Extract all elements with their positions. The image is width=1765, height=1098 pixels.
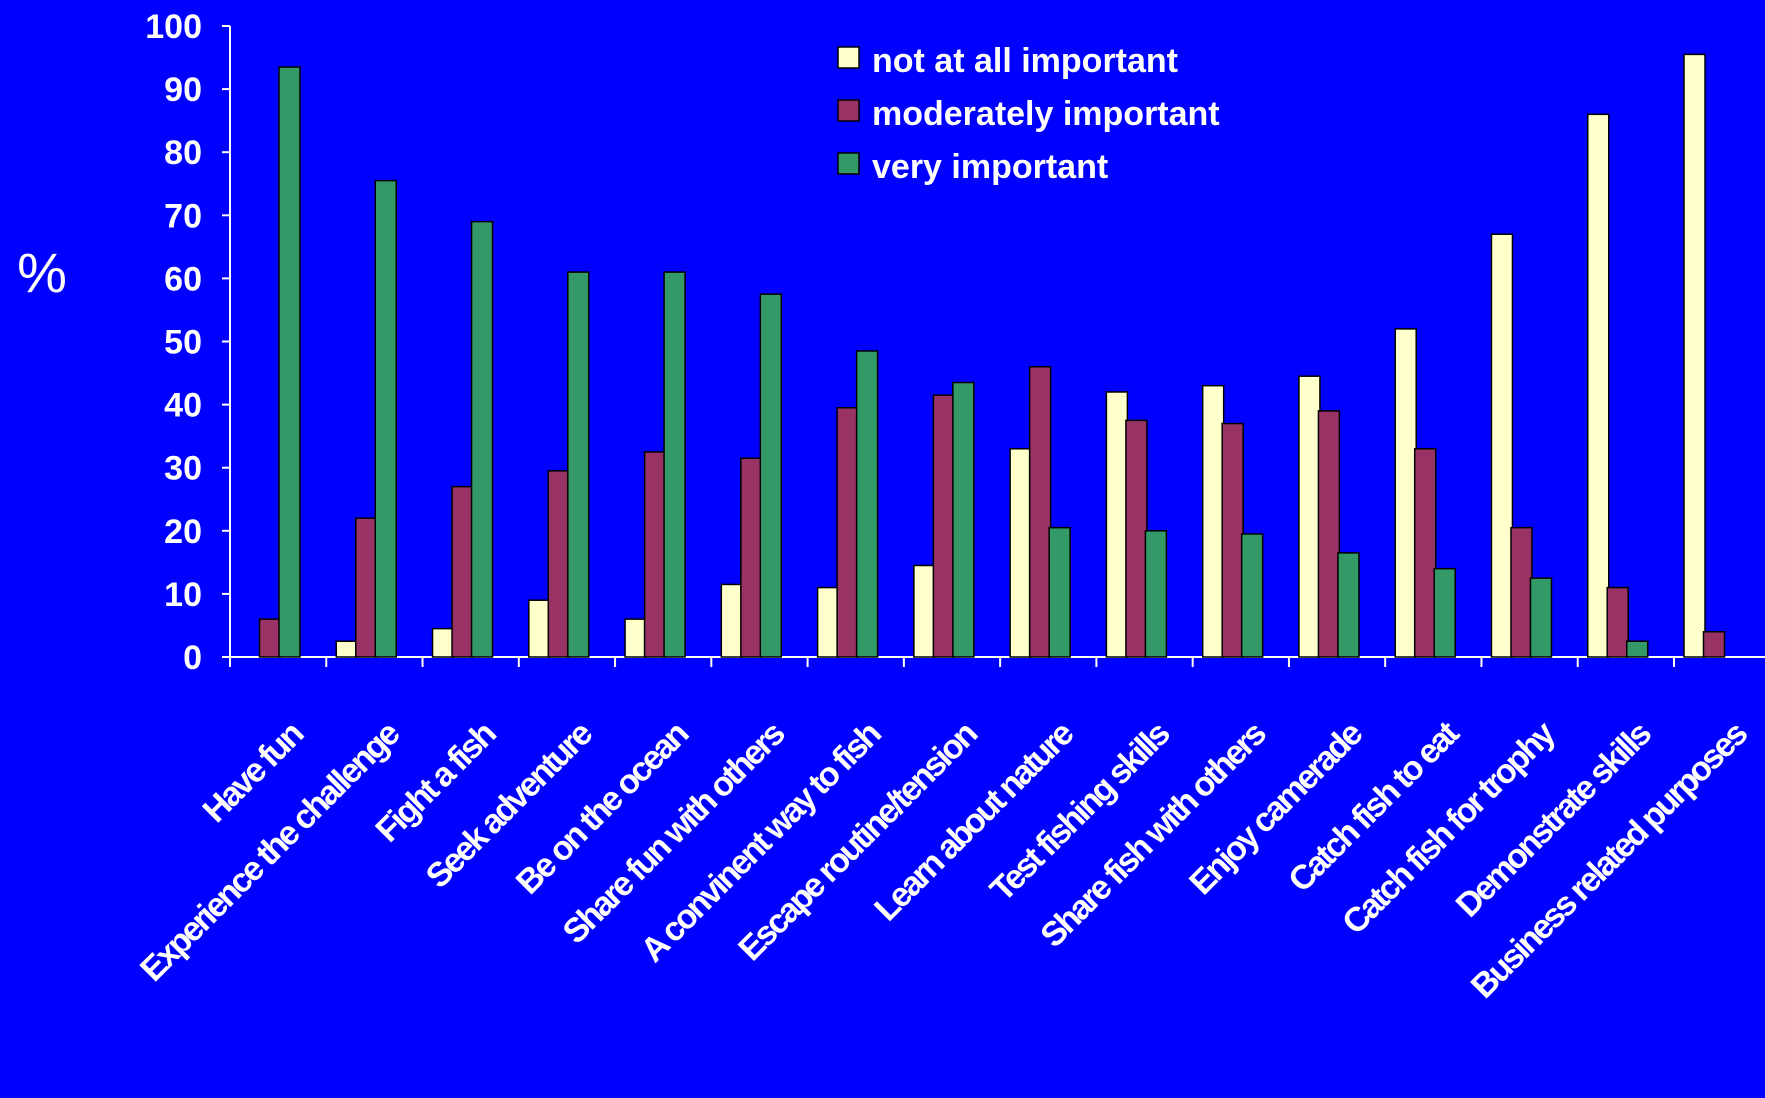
bar-1-4 [528, 599, 551, 658]
legend-swatch-2 [837, 99, 860, 122]
y-tick-label: 20 [164, 513, 202, 551]
bar-3-13 [1433, 567, 1456, 658]
y-tick-label: 10 [164, 576, 202, 614]
bar-1-8 [913, 564, 936, 658]
bar-2-13 [1413, 448, 1437, 658]
bar-3-7 [855, 350, 879, 658]
bar-1-3 [431, 627, 455, 658]
x-category-label: Seek adventure [419, 715, 600, 896]
legend-label-1: not at all important [872, 42, 1178, 80]
legend-label-2: moderately important [872, 95, 1220, 133]
bar-1-9 [1009, 448, 1032, 658]
y-tick-label: 30 [164, 450, 202, 488]
bar-2-11 [1221, 422, 1244, 658]
y-tick-label: 90 [164, 71, 202, 109]
bar-3-11 [1240, 533, 1264, 658]
bar-3-15 [1625, 640, 1649, 658]
y-tick-label: 40 [164, 387, 202, 425]
bar-2-9 [1028, 365, 1052, 658]
bar-3-2 [374, 179, 398, 658]
bar-1-2 [335, 640, 359, 658]
legend-swatch-1 [837, 46, 860, 69]
bar-3-12 [1337, 552, 1360, 658]
legend-swatch-3 [837, 152, 860, 175]
bar-3-10 [1144, 530, 1168, 658]
bar-1-5 [624, 618, 647, 658]
y-tick-label: 50 [164, 324, 202, 362]
bar-1-14 [1490, 233, 1514, 658]
bar-2-10 [1125, 419, 1148, 658]
bar-2-6 [740, 457, 763, 658]
bar-1-15 [1586, 113, 1610, 658]
bar-3-4 [567, 271, 590, 658]
y-tick-label: 70 [164, 197, 202, 235]
y-axis-label: % [17, 241, 67, 304]
bar-1-6 [720, 583, 744, 658]
bar-3-9 [1048, 526, 1071, 658]
bar-2-1 [258, 618, 282, 658]
bar-1-11 [1201, 384, 1225, 658]
bar-3-3 [470, 220, 494, 658]
x-category-label: Be on the ocean [509, 715, 696, 902]
bar-2-12 [1317, 410, 1341, 658]
x-category-label: Enjoy camerade [1182, 715, 1370, 903]
bar-2-15 [1606, 586, 1629, 658]
bar-3-5 [663, 271, 686, 658]
bar-2-8 [932, 394, 956, 658]
legend: not at all important moderately important… [837, 42, 1220, 186]
bar-3-1 [278, 66, 301, 658]
y-tick-label: 80 [164, 134, 202, 172]
x-category-label: Catch fish to eat [1281, 714, 1466, 899]
y-tick-label: 60 [164, 260, 202, 298]
bar-3-14 [1529, 577, 1553, 658]
bar-3-6 [759, 293, 783, 658]
bar-1-13 [1394, 328, 1417, 658]
bar-2-16 [1702, 631, 1726, 658]
bar-2-2 [355, 517, 378, 658]
y-tick-label: 100 [145, 8, 202, 46]
bar-2-3 [451, 485, 474, 658]
bar-1-10 [1105, 391, 1129, 658]
bar-2-4 [547, 470, 571, 658]
bar-2-14 [1510, 526, 1533, 658]
legend-label-3: very important [872, 148, 1108, 186]
bar-1-12 [1298, 375, 1321, 658]
bar-2-5 [643, 451, 667, 658]
bar-2-7 [836, 407, 859, 658]
bar-3-8 [952, 381, 975, 658]
y-tick-label: 0 [183, 639, 202, 677]
bar-1-7 [816, 586, 840, 658]
bar-1-16 [1683, 53, 1706, 658]
